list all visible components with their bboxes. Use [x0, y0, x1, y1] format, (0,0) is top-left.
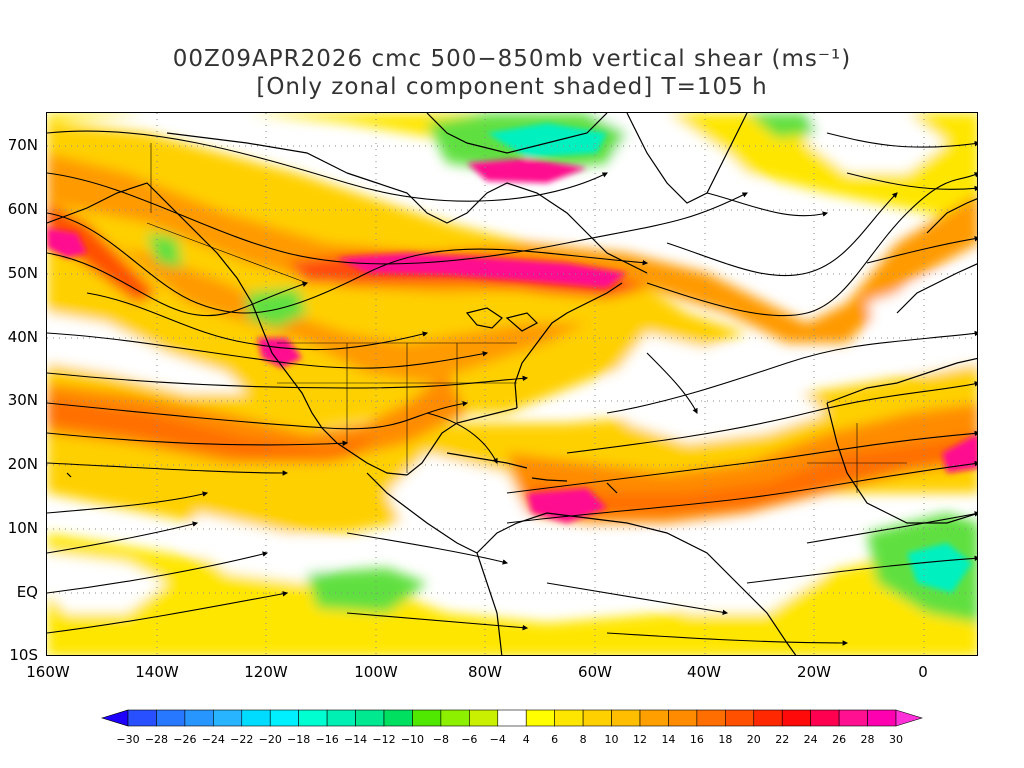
colorbar-cell	[497, 709, 527, 727]
colorbar-label: 26	[832, 733, 847, 746]
lat-label: EQ	[16, 583, 38, 601]
colorbar-label: −22	[230, 733, 254, 746]
colorbar-cell	[753, 709, 783, 727]
colorbar-label: 22	[775, 733, 790, 746]
colorbar-label: −14	[343, 733, 368, 746]
colorbar-cell	[725, 709, 755, 727]
colorbar-cell	[810, 709, 840, 727]
colorbar-cell	[469, 709, 499, 727]
colorbar-cell	[696, 709, 726, 727]
colorbar-label: −6	[461, 733, 478, 746]
map-title-line-2: [Only zonal component shaded] T=105 h	[256, 74, 768, 100]
colorbar-label: 4	[522, 733, 530, 746]
colorbar-label: 10	[604, 733, 619, 746]
lat-label: 70N	[7, 136, 38, 154]
colorbar-cell	[269, 709, 299, 727]
colorbar-label: −12	[372, 733, 396, 746]
lon-label: 80W	[468, 663, 502, 681]
colorbar-label: 6	[551, 733, 559, 746]
colorbar-end-triangle-right	[895, 709, 924, 727]
lon-label: 100W	[354, 663, 398, 681]
colorbar-cell	[582, 709, 612, 727]
colorbar-label: −26	[173, 733, 197, 746]
map-title-line-1: 00Z09APR2026 cmc 500−850mb vertical shea…	[172, 46, 852, 72]
colorbar-cell	[355, 709, 385, 727]
shear-shading	[47, 113, 977, 655]
coastlines	[47, 113, 977, 655]
colorbar-label: −10	[400, 733, 425, 746]
colorbar-label: −4	[489, 733, 506, 746]
shear-streamlines	[47, 130, 977, 646]
colorbar-end-triangle-left	[100, 709, 129, 727]
colorbar-cell	[440, 709, 470, 727]
colorbar-cell	[867, 709, 897, 727]
lat-label: 10N	[7, 519, 38, 537]
colorbar-label: 14	[661, 733, 676, 746]
colorbar-cell	[298, 709, 328, 727]
colorbar-cell	[611, 709, 641, 727]
lon-label: 20W	[797, 663, 831, 681]
colorbar-cell	[554, 709, 584, 727]
colorbar-cell	[383, 709, 413, 727]
colorbar-label: −16	[315, 733, 339, 746]
lat-label: 30N	[7, 391, 38, 409]
colorbar-label: 24	[803, 733, 818, 746]
colorbar-cell	[156, 709, 186, 727]
colorbar-label: 20	[746, 733, 761, 746]
lat-label: 10S	[9, 646, 38, 664]
colorbar-cell	[639, 709, 669, 727]
lat-lon-grid	[47, 113, 977, 655]
colorbar-cell	[127, 709, 157, 727]
colorbar-cell	[326, 709, 356, 727]
colorbar-label: 30	[889, 733, 903, 746]
lat-label: 20N	[7, 455, 38, 473]
colorbar-label: 8	[579, 733, 587, 746]
colorbar-label: −8	[432, 733, 449, 746]
lat-label: 50N	[7, 264, 38, 282]
lon-label: 60W	[578, 663, 612, 681]
colorbar-label: 18	[718, 733, 733, 746]
colorbar-label: 16	[689, 733, 704, 746]
lon-label: 0	[918, 663, 928, 681]
lon-label: 140W	[135, 663, 179, 681]
colorbar-cell	[838, 709, 868, 727]
colorbar-label: −18	[287, 733, 311, 746]
colorbar-cell	[213, 709, 243, 727]
colorbar-cell	[668, 709, 698, 727]
lat-label: 60N	[7, 200, 38, 218]
lon-label: 120W	[244, 663, 288, 681]
colorbar-cell	[781, 709, 811, 727]
colorbar-label: 12	[633, 733, 647, 746]
shear-map	[47, 113, 977, 655]
colorbar-cell	[241, 709, 271, 727]
lon-label: 40W	[687, 663, 721, 681]
colorbar-label: −24	[201, 733, 225, 746]
colorbar-cell	[412, 709, 442, 727]
colorbar-label: −30	[116, 733, 140, 746]
colorbar-label: 28	[860, 733, 875, 746]
lat-label: 40N	[7, 328, 38, 346]
colorbar-cells	[100, 709, 924, 727]
lon-label: 160W	[26, 663, 70, 681]
colorbar-cell	[525, 709, 555, 727]
colorbar-label: −28	[144, 733, 169, 746]
colorbar-label: −20	[258, 733, 282, 746]
colorbar-cell	[184, 709, 214, 727]
map-plot-area	[46, 112, 978, 656]
